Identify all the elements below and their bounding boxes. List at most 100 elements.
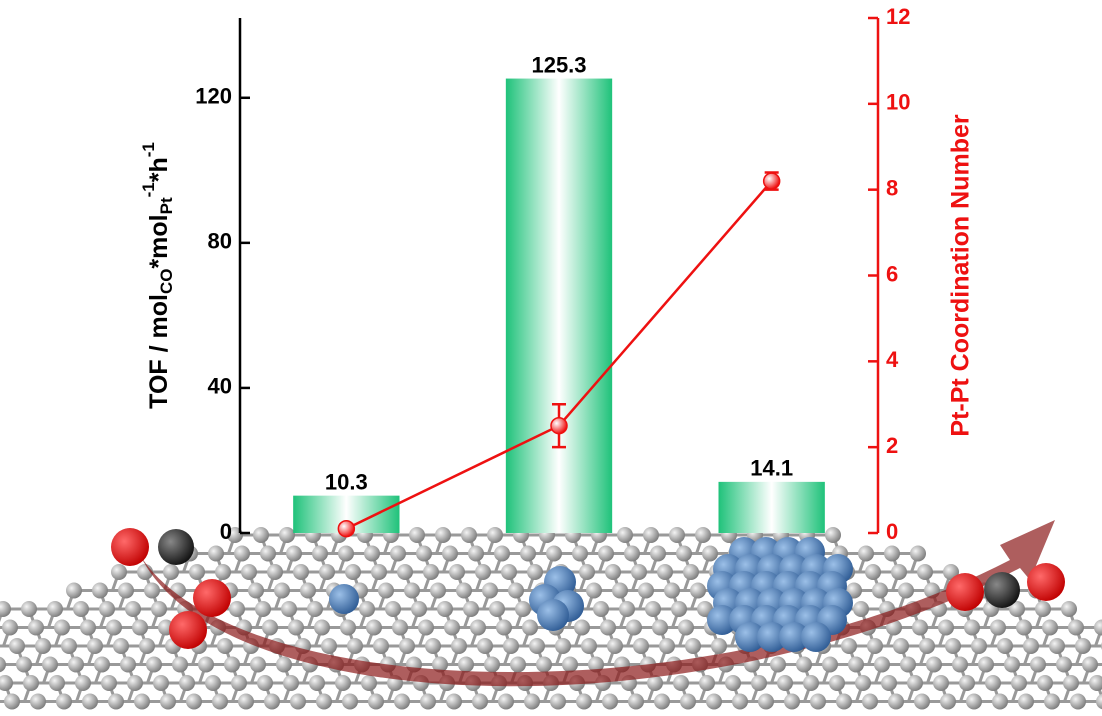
carbon-atom [990,620,1006,636]
carbon-atom [1089,675,1102,691]
carbon-atom [848,657,864,673]
carbon-atom [617,527,633,543]
carbon-atom [612,583,628,599]
carbon-atom [411,601,427,617]
molecule-atom [111,528,149,566]
carbon-atom [858,546,874,562]
carbon-atom [475,564,491,580]
carbon-atom [732,694,748,710]
carbon-atom [9,638,25,654]
carbon-atom [522,620,538,636]
carbon-atom [862,694,878,710]
y2-axis-label: Pt-Pt Coordination Number [947,114,975,436]
y-tick-label: 40 [208,374,232,399]
carbon-atom [179,675,195,691]
carbon-atom [966,694,982,710]
y-axis-label-part: CO [157,269,176,295]
carbon-atom [134,694,150,710]
carbon-atom [241,564,257,580]
carbon-atom [784,694,800,710]
carbon-atom [664,583,680,599]
carbon-atom [463,601,479,617]
carbon-atom [451,638,467,654]
carbon-atom [992,694,1008,710]
carbon-atom [340,620,356,636]
carbon-atom [1030,657,1046,673]
carbon-atom [952,657,968,673]
carbon-atom [1070,694,1086,710]
carbon-atom [855,675,871,691]
carbon-atom [394,694,410,710]
pt-atom [329,584,359,614]
carbon-atom [865,564,881,580]
carbon-atom [810,694,826,710]
carbon-atom [262,620,278,636]
carbon-atom [0,675,13,691]
carbon-atom [99,601,115,617]
carbon-atom [1094,620,1102,636]
carbon-atom [1056,657,1072,673]
carbon-atom [702,546,718,562]
carbon-atom [366,620,382,636]
carbon-atom [600,620,616,636]
carbon-atom [80,620,96,636]
carbon-atom [593,601,609,617]
carbon-atom [276,657,292,673]
carbon-atom [501,564,517,580]
carbon-atom [914,694,930,710]
carbon-atom [409,527,425,543]
carbon-atom [484,657,500,673]
carbon-atom [111,564,127,580]
carbon-atom [146,657,162,673]
carbon-atom [496,620,512,636]
carbon-atom [695,527,711,543]
carbon-atom [92,583,108,599]
carbon-atom [307,601,323,617]
illustration [0,520,1102,710]
y2-tick-label: 12 [886,4,910,29]
y-axis-label: TOF / molCO*molPt-1*h-1 [139,142,176,409]
carbon-atom [253,527,269,543]
carbon-atom [300,583,316,599]
carbon-atom [35,638,51,654]
carbon-atom [1004,657,1020,673]
bar [506,79,612,533]
carbon-atom [602,694,618,710]
carbon-atom [264,694,280,710]
carbon-atom [16,657,32,673]
carbon-atom [685,638,701,654]
carbon-atom [399,638,415,654]
carbon-atom [87,638,103,654]
carbon-atom [494,546,510,562]
carbon-atom [189,564,205,580]
carbon-atom [643,527,659,543]
carbon-atom [378,583,394,599]
y2-tick-label: 10 [886,90,910,115]
carbon-atom [416,546,432,562]
carbon-atom [132,620,148,636]
carbon-atom [75,675,91,691]
carbon-atom [555,638,571,654]
carbon-atom [926,657,942,673]
carbon-atom [638,583,654,599]
carbon-atom [255,601,271,617]
carbon-atom [482,583,498,599]
carbon-atom [73,601,89,617]
carbon-atom [342,694,358,710]
y2-tick-label: 8 [886,175,898,200]
carbon-atom [47,601,63,617]
carbon-atom [234,546,250,562]
carbon-atom [420,694,436,710]
carbon-atom [1068,620,1084,636]
carbon-atom [803,675,819,691]
carbon-atom [624,546,640,562]
carbon-atom [683,564,699,580]
carbon-atom [293,564,309,580]
carbon-atom [212,694,228,710]
carbon-atom [139,638,155,654]
y-axis-label-part: TOF / mol [145,294,173,409]
carbon-atom [487,527,503,543]
carbon-atom [515,601,531,617]
line-marker [551,418,567,434]
carbon-atom [319,564,335,580]
